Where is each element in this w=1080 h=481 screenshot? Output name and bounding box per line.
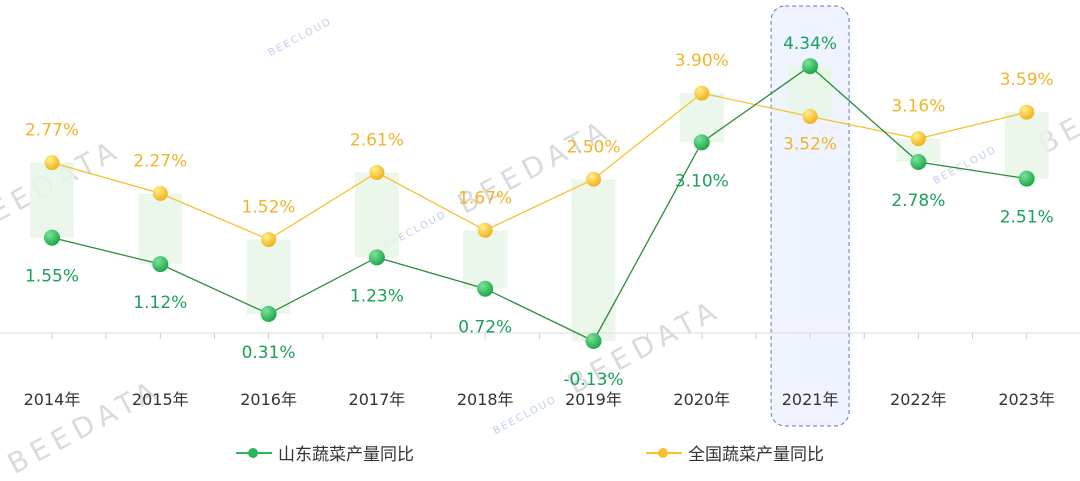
x-axis-label: 2023年 — [998, 390, 1055, 409]
difference-bar — [354, 172, 399, 258]
difference-bar — [138, 193, 183, 265]
shandong-point[interactable] — [802, 58, 819, 75]
shandong-point[interactable] — [693, 134, 710, 151]
shandong-value-label: 1.12% — [133, 293, 187, 313]
difference-bar — [571, 179, 616, 341]
shandong-point[interactable] — [1018, 170, 1035, 187]
shandong-value-label: 4.34% — [783, 34, 837, 54]
shandong-value-label: 3.10% — [675, 171, 729, 191]
national-value-label: 1.67% — [458, 188, 512, 208]
legend-label: 全国蔬菜产量同比 — [688, 445, 824, 465]
x-axis-label: 2018年 — [457, 390, 514, 409]
national-point[interactable] — [910, 131, 926, 147]
national-value-label: 2.77% — [25, 121, 79, 141]
x-axis-label: 2015年 — [132, 390, 189, 409]
x-axis-label: 2014年 — [24, 390, 81, 409]
x-axis-label: 2016年 — [240, 390, 297, 409]
legend-label: 山东蔬菜产量同比 — [278, 445, 414, 465]
national-point[interactable] — [261, 232, 277, 248]
shandong-value-label: 1.23% — [350, 286, 404, 306]
national-value-label: 2.50% — [566, 137, 620, 157]
national-value-label: 3.52% — [783, 135, 837, 155]
national-point[interactable] — [152, 185, 168, 201]
national-point[interactable] — [802, 109, 818, 125]
shandong-value-label: 0.72% — [458, 318, 512, 338]
x-axis-label: 2021年 — [782, 390, 839, 409]
national-value-label: 3.90% — [675, 51, 729, 71]
x-axis-label: 2019年 — [565, 390, 622, 409]
x-axis-label: 2020年 — [673, 390, 730, 409]
shandong-point[interactable] — [910, 154, 927, 171]
difference-bar — [246, 239, 291, 314]
line-chart: 1.55% 2.77% 1.12% 2.27% 0.31% 1.52% 1.23% 2.61%… — [0, 5, 1080, 427]
difference-bar — [788, 66, 833, 117]
shandong-value-label: 2.78% — [891, 191, 945, 211]
shandong-point[interactable] — [44, 229, 60, 246]
national-line — [51, 92, 1027, 241]
difference-bar — [1004, 112, 1049, 179]
national-point[interactable] — [1019, 104, 1035, 120]
shandong-line — [51, 65, 1027, 342]
national-value-label: 2.61% — [350, 130, 404, 150]
shandong-value-label: 1.55% — [25, 267, 79, 287]
shandong-point[interactable] — [477, 280, 494, 297]
shandong-value-label: 2.51% — [1000, 208, 1054, 228]
national-value-label: 3.16% — [891, 97, 945, 117]
national-point[interactable] — [44, 155, 60, 171]
x-axis-label: 2017年 — [349, 390, 406, 409]
legend-green-marker-icon — [234, 446, 274, 460]
national-point[interactable] — [477, 222, 493, 238]
difference-bar — [679, 93, 724, 143]
shandong-point[interactable] — [585, 332, 602, 349]
national-value-label: 1.52% — [242, 198, 296, 218]
national-point[interactable] — [586, 171, 601, 187]
difference-bar — [30, 162, 74, 238]
shandong-point[interactable] — [260, 305, 277, 322]
difference-bar — [463, 230, 508, 289]
legend-yellow-marker-icon — [644, 446, 684, 460]
legend-item-shandong[interactable]: 山东蔬菜产量同比 — [234, 440, 414, 465]
x-axis-label: 2022年 — [890, 390, 947, 409]
national-point[interactable] — [369, 164, 385, 180]
shandong-point[interactable] — [368, 249, 385, 266]
national-value-label: 3.59% — [1000, 70, 1054, 90]
difference-bar — [896, 138, 941, 163]
shandong-value-label: -0.13% — [563, 370, 623, 390]
shandong-value-label: 0.31% — [242, 343, 296, 363]
legend-item-national[interactable]: 全国蔬菜产量同比 — [644, 440, 824, 465]
shandong-point[interactable] — [152, 256, 169, 273]
national-value-label: 2.27% — [133, 151, 187, 171]
national-point[interactable] — [694, 85, 710, 101]
